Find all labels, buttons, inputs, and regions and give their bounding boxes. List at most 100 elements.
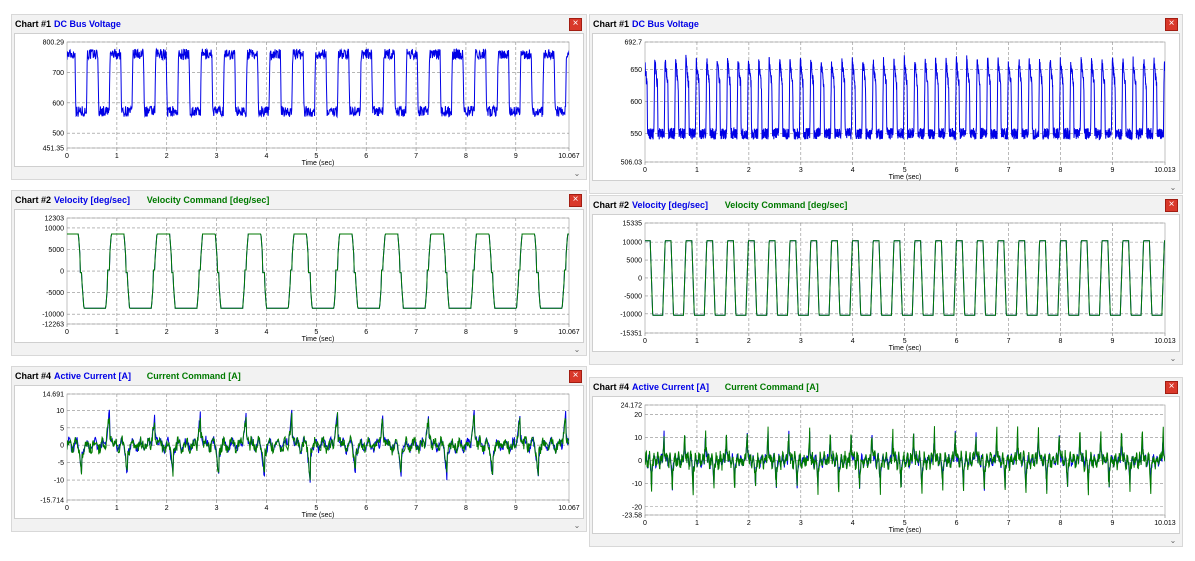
chart-header: Chart #1 DC Bus Voltage × — [590, 15, 1182, 37]
x-tick-label: 9 — [1110, 167, 1114, 174]
x-tick-label: 8 — [1059, 338, 1063, 345]
x-tick-label: 7 — [414, 329, 418, 336]
close-icon[interactable]: × — [1165, 18, 1178, 31]
y-tick-label: 692.7 — [624, 40, 642, 47]
x-tick-label: 4 — [851, 338, 855, 345]
chart-panel-right-2: Chart #2 Velocity [deg/sec] Velocity Comma… — [589, 195, 1183, 365]
x-tick-label: 5 — [903, 338, 907, 345]
y-tick-label: -5000 — [46, 290, 64, 297]
y-tick-label: -5 — [58, 460, 64, 467]
chart-panel-left-2: Chart #2 Velocity [deg/sec] Velocity Comma… — [11, 190, 587, 356]
double-chevron-down-icon[interactable]: ⌄ — [573, 521, 581, 530]
x-tick-label: 5 — [314, 329, 318, 336]
x-tick-label: 6 — [364, 505, 368, 512]
x-tick-label: 0 — [65, 505, 69, 512]
double-chevron-down-icon[interactable]: ⌄ — [573, 169, 581, 178]
x-tick-label: 5 — [903, 167, 907, 174]
series-line-1 — [645, 54, 1165, 141]
series-line-1 — [67, 47, 569, 119]
y-tick-label: 0 — [60, 269, 64, 276]
chart-header: Chart #4 Active Current [A] Current Comman… — [590, 378, 1182, 400]
chart-header: Chart #1 DC Bus Voltage × — [12, 15, 586, 37]
series-line-2 — [645, 240, 1165, 316]
chart-panel-right-3: Chart #4 Active Current [A] Current Comman… — [589, 377, 1183, 547]
y-tick-label: -10000 — [620, 311, 642, 318]
y-tick-label: 15335 — [623, 221, 643, 228]
chart-panel-right-1: Chart #1 DC Bus Voltage × 692.7 650 600 550 506… — [589, 14, 1183, 194]
y-tick-label: 20 — [634, 412, 642, 419]
chart-header: Chart #2 Velocity [deg/sec] Velocity Comma… — [12, 191, 586, 213]
plot-area: 800.29 700 600 500 451.35 0 1 2 3 4 5 6 7 8 9 10.067 Tim… — [14, 33, 584, 167]
series-line-2 — [67, 412, 569, 481]
x-tick-label: 10.067 — [558, 329, 580, 336]
series-line-2 — [67, 233, 569, 309]
double-chevron-down-icon[interactable]: ⌄ — [1169, 536, 1177, 545]
y-tick-label: -10000 — [42, 312, 64, 319]
chart-header: Chart #4 Active Current [A] Current Comman… — [12, 367, 586, 389]
legend-entry: Current Command [A] — [724, 382, 819, 392]
legend-entry: Current Command [A] — [146, 371, 241, 381]
x-tick-label: 5 — [314, 153, 318, 160]
x-tick-label: 8 — [464, 153, 468, 160]
x-tick-label: 2 — [747, 167, 751, 174]
close-icon[interactable]: × — [569, 194, 582, 207]
x-tick-label: 10.067 — [558, 505, 580, 512]
y-tick-label: 600 — [52, 100, 64, 107]
double-chevron-down-icon[interactable]: ⌄ — [1169, 183, 1177, 192]
x-axis-label: Time (sec) — [889, 527, 922, 534]
x-tick-label: 9 — [1110, 520, 1114, 527]
y-tick-label: 5000 — [48, 247, 64, 254]
y-tick-label: 14.691 — [43, 392, 65, 399]
x-tick-label: 8 — [1059, 520, 1063, 527]
legend-entry: Velocity Command [deg/sec] — [724, 200, 848, 210]
legend-entry: Velocity [deg/sec] — [54, 195, 131, 205]
plot-area: 15335 10000 5000 0 -5000 -10000 -15351 0 1 2 3 4 5 6 7… — [592, 214, 1180, 352]
x-tick-label: 1 — [695, 520, 699, 527]
legend-entry: DC Bus Voltage — [54, 19, 121, 29]
x-tick-label: 4 — [265, 505, 269, 512]
chart-header: Chart #2 Velocity [deg/sec] Velocity Comma… — [590, 196, 1182, 218]
y-tick-label: 800.29 — [43, 40, 65, 47]
x-axis-label: Time (sec) — [889, 174, 922, 181]
close-icon[interactable]: × — [569, 370, 582, 383]
plot-area: 12303 10000 5000 0 -5000 -10000 -12263 0 1 2 3 4 5 6 7… — [14, 209, 584, 343]
y-tick-label: -12263 — [42, 322, 64, 329]
y-tick-label: 700 — [52, 70, 64, 77]
x-tick-label: 7 — [1007, 520, 1011, 527]
y-tick-label: 600 — [630, 99, 642, 106]
y-tick-label: -10 — [54, 478, 64, 485]
x-tick-label: 4 — [851, 167, 855, 174]
close-icon[interactable]: × — [569, 18, 582, 31]
y-tick-label: 451.35 — [43, 146, 65, 153]
x-tick-label: 7 — [1007, 338, 1011, 345]
x-tick-label: 6 — [955, 520, 959, 527]
chart-svg: 692.7 650 600 550 506.030 1 2 3 4 5 6 7 8 9 10.013 Time… — [621, 40, 1176, 182]
y-tick-label: -5000 — [624, 293, 642, 300]
x-tick-label: 4 — [265, 153, 269, 160]
x-tick-label: 7 — [414, 153, 418, 160]
y-tick-label: 5000 — [626, 258, 642, 265]
y-tick-label: 10000 — [45, 225, 65, 232]
x-tick-label: 4 — [265, 329, 269, 336]
x-tick-label: 3 — [799, 167, 803, 174]
y-tick-label: 506.03 — [621, 160, 643, 167]
y-tick-label: 550 — [630, 131, 642, 138]
x-tick-label: 3 — [215, 153, 219, 160]
x-tick-label: 3 — [215, 505, 219, 512]
legend-entry: Velocity [deg/sec] — [632, 200, 709, 210]
x-tick-label: 6 — [364, 153, 368, 160]
x-tick-label: 2 — [747, 338, 751, 345]
y-tick-label: 10000 — [623, 240, 643, 247]
close-icon[interactable]: × — [1165, 381, 1178, 394]
x-tick-label: 0 — [65, 153, 69, 160]
x-tick-label: 7 — [1007, 167, 1011, 174]
x-tick-label: 9 — [514, 505, 518, 512]
x-tick-label: 1 — [115, 153, 119, 160]
x-tick-label: 1 — [115, 505, 119, 512]
close-icon[interactable]: × — [1165, 199, 1178, 212]
double-chevron-down-icon[interactable]: ⌄ — [1169, 354, 1177, 363]
double-chevron-down-icon[interactable]: ⌄ — [573, 345, 581, 354]
